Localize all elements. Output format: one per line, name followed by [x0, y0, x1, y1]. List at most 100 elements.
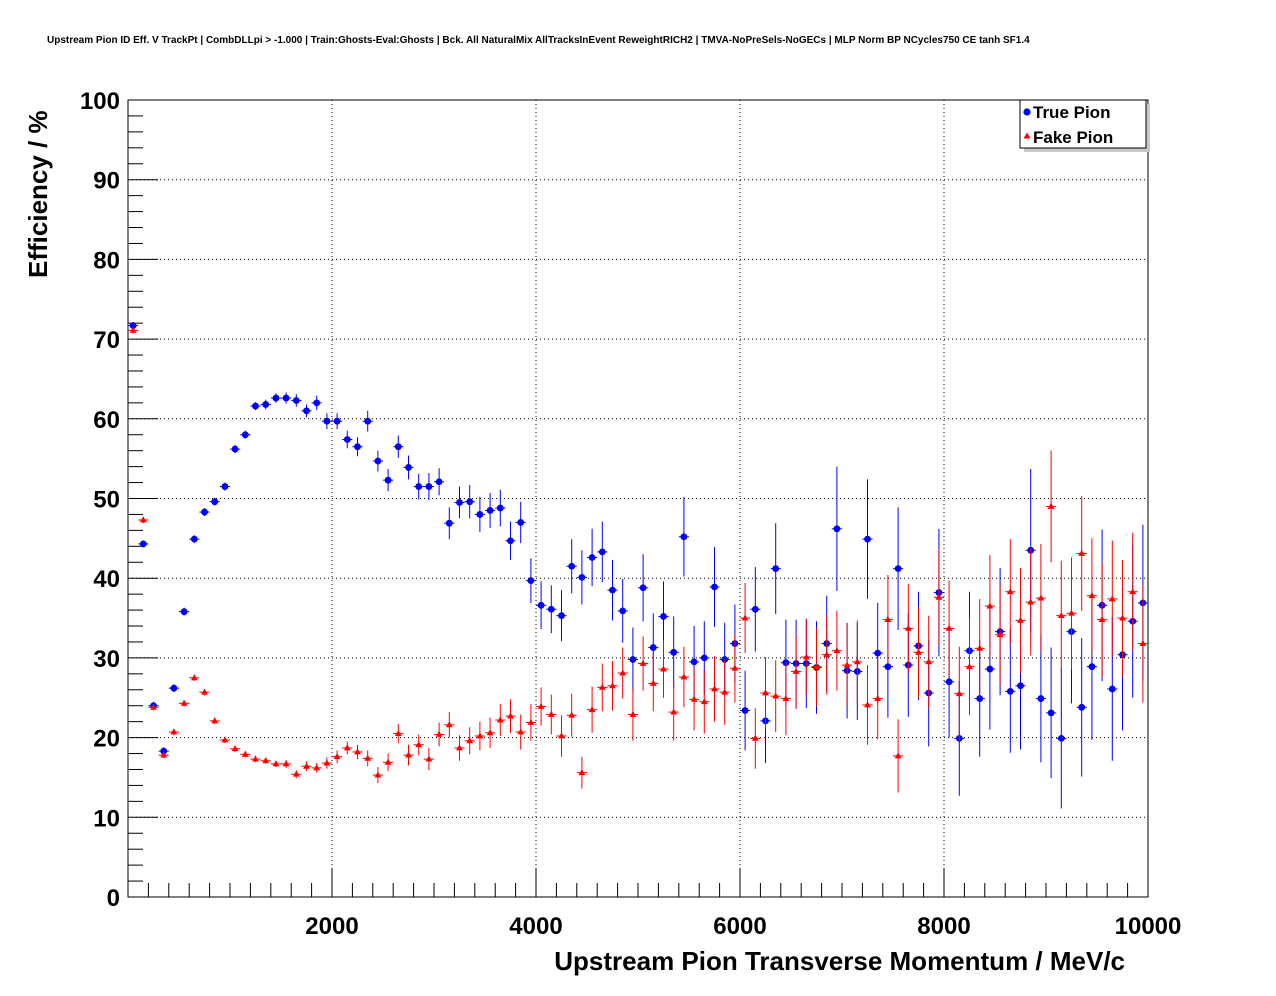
fake-pion-point	[1078, 549, 1086, 556]
fake-pion-point	[425, 755, 433, 762]
true-pion-point	[496, 504, 504, 512]
true-pion-point	[160, 747, 168, 755]
fake-pion-point	[405, 751, 412, 758]
fake-pion-point	[782, 694, 790, 701]
fake-pion-point	[925, 658, 933, 665]
fake-pion-point	[762, 689, 769, 696]
fake-pion-point	[517, 728, 525, 735]
true-pion-point	[170, 684, 178, 692]
fake-pion-point	[364, 754, 372, 761]
true-pion-point	[445, 519, 453, 527]
legend-label-fake-pion: Fake Pion	[1033, 128, 1113, 147]
true-pion-point	[609, 586, 616, 594]
true-pion-point	[456, 499, 463, 506]
fake-pion-point	[394, 730, 402, 737]
fake-pion-point	[609, 682, 616, 689]
fake-pion-point	[619, 669, 627, 676]
grid-lines	[128, 99, 1149, 898]
fake-pion-point	[578, 769, 586, 776]
true-pion-point	[262, 401, 270, 408]
true-pion-point	[303, 407, 310, 415]
fake-pion-point	[588, 706, 596, 713]
true-pion-point	[568, 562, 576, 570]
true-pion-point	[772, 565, 780, 573]
true-pion-point	[211, 498, 219, 506]
y-tick-label: 80	[93, 247, 120, 274]
true-pion-point	[986, 665, 994, 673]
fake-pion-point	[884, 616, 892, 623]
fake-pion-point	[303, 762, 310, 769]
fake-pion-point	[823, 651, 831, 658]
fake-pion-point	[476, 732, 484, 739]
fake-pion-point	[945, 624, 953, 631]
true-pion-point	[598, 548, 606, 556]
true-pion-point	[415, 483, 423, 490]
true-pion-point	[741, 707, 749, 714]
fake-pion-point	[721, 688, 729, 695]
fake-pion-point	[527, 718, 535, 725]
true-pion-point	[547, 605, 555, 613]
true-pion-point	[680, 533, 688, 541]
fake-pion-point	[1047, 502, 1055, 509]
y-tick-label: 40	[93, 566, 120, 593]
fake-pion-point	[670, 708, 678, 715]
fake-pion-point	[751, 734, 759, 741]
fake-pion-point	[976, 644, 984, 651]
fake-pion-point	[955, 690, 963, 697]
true-pion-point	[313, 399, 321, 407]
true-pion-point	[507, 537, 514, 545]
true-pion-point	[649, 644, 657, 651]
y-tick-label: 20	[93, 726, 120, 753]
true-pion-point	[129, 322, 137, 329]
fake-pion-point	[792, 667, 800, 674]
fake-pion-point	[282, 760, 290, 767]
fake-pion-point	[731, 664, 739, 671]
true-pion-point	[558, 612, 565, 620]
fake-pion-point	[1139, 639, 1147, 646]
true-pion-point	[405, 464, 412, 471]
true-pion-point	[476, 511, 484, 518]
true-pion-point	[1057, 734, 1065, 742]
fake-pion-point	[170, 728, 178, 735]
fake-pion-point	[374, 771, 382, 778]
fake-pion-point	[1129, 588, 1137, 595]
fake-pion-point	[190, 674, 198, 681]
true-pion-point	[486, 507, 494, 514]
fake-pion-point	[313, 764, 321, 771]
true-pion-point	[374, 457, 382, 465]
true-pion-point	[231, 445, 239, 453]
fake-pion-point	[864, 701, 871, 708]
fake-pion-point	[568, 711, 576, 718]
fake-pion-point	[150, 703, 157, 710]
fake-pion-point	[415, 741, 423, 748]
fake-pion-point	[201, 688, 208, 695]
y-axis-title: Efficiency / %	[23, 110, 53, 278]
fake-pion-point	[343, 744, 351, 751]
true-pion-point	[272, 394, 280, 402]
y-tick-label: 90	[93, 168, 120, 195]
true-pion-point	[864, 535, 871, 543]
fake-pion-point	[272, 760, 280, 767]
fake-pion-point	[598, 683, 606, 690]
fake-pion-point	[333, 753, 341, 760]
true-pion-point	[394, 443, 402, 451]
true-pion-point	[252, 402, 259, 410]
fake-pion-point	[262, 757, 270, 764]
true-pion-point	[690, 658, 698, 666]
y-tick-label: 30	[93, 646, 120, 673]
true-pion-point	[517, 519, 525, 526]
fake-pion-point	[252, 755, 259, 762]
true-pion-point	[619, 607, 627, 615]
fake-pion-point	[711, 685, 718, 692]
fake-pion-point	[221, 736, 229, 743]
fake-pion-point	[547, 710, 555, 717]
fake-pion-point	[1006, 588, 1014, 595]
true-pion-point	[1047, 709, 1055, 717]
chart-title: Upstream Pion ID Eff. V TrackPt | CombDL…	[47, 35, 1030, 46]
y-tick-label: 70	[93, 327, 120, 354]
true-pion-point	[894, 565, 902, 573]
series-fake-pion	[128, 326, 1148, 793]
legend-marker-true-pion	[1023, 108, 1031, 116]
fake-pion-point	[853, 658, 861, 665]
fake-pion-point	[241, 750, 249, 757]
